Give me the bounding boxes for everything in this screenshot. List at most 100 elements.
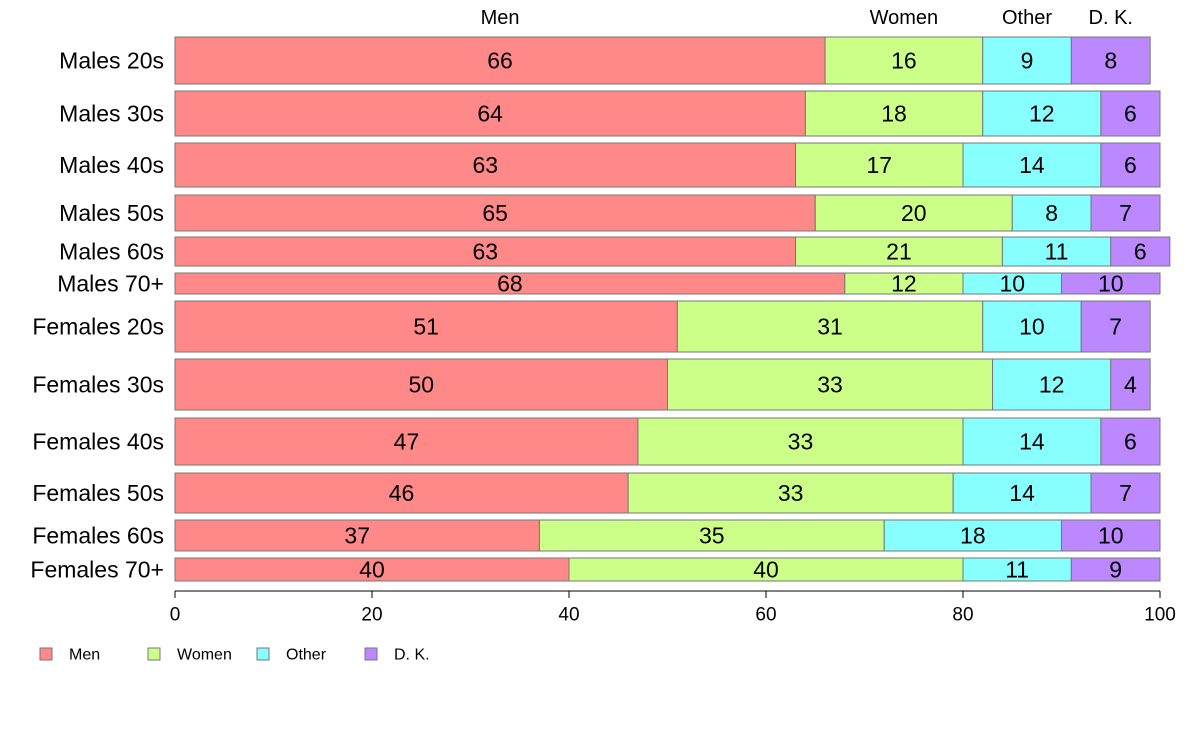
data-label-other-males-40s: 14 [1019,152,1045,178]
data-label-d-k-males-20s: 8 [1104,48,1117,74]
data-label-women-males-50s: 20 [901,200,927,226]
legend-swatch-men [39,647,53,661]
bar-d-k-males-50s [1090,194,1161,232]
bar-d-k-males-60s [1110,236,1171,267]
data-label-women-females-30s: 33 [817,372,843,398]
series-header-labels: Men Women Other D. K. [481,7,1133,29]
bars-group: 66 16 9 864 18 12 663 17 14 665 20 8 763 21 11 668 12 10 1… [174,36,1171,583]
x-axis: 0 20 40 60 80 100 [170,590,1176,626]
bar-men-females-60s [174,519,540,552]
data-label-men-males-70: 68 [497,271,523,297]
data-label-other-females-20s: 10 [1019,314,1045,340]
data-label-d-k-males-40s: 6 [1124,152,1137,178]
data-label-d-k-males-70: 10 [1098,271,1124,297]
bar-men-males-50s [174,194,816,232]
series-header-men: Men [481,7,520,29]
data-label-men-males-60s: 63 [472,239,498,265]
data-label-other-females-70: 11 [1005,557,1029,583]
data-label-other-males-50s: 8 [1045,200,1058,226]
category-label-males-60s: Males 60s [59,239,164,265]
bar-women-females-60s [538,519,885,552]
bar-men-males-20s [174,36,826,85]
data-label-men-females-30s: 50 [408,372,434,398]
category-label-females-30s: Females 30s [32,372,164,398]
x-tick-label-20: 20 [361,605,382,626]
data-label-d-k-males-30s: 6 [1124,101,1137,127]
legend-label-d-k: D. K. [394,647,430,664]
data-label-other-males-20s: 9 [1021,48,1034,74]
data-label-other-males-30s: 12 [1029,101,1055,127]
bar-men-females-40s [174,417,639,466]
category-label-males-50s: Males 50s [59,200,164,226]
bar-other-females-50s [952,472,1092,514]
bar-women-females-40s [637,417,964,466]
bar-men-females-50s [174,472,629,514]
x-tick-label-60: 60 [755,605,776,626]
data-label-men-males-50s: 65 [482,200,508,226]
category-label-males-40s: Males 40s [59,152,164,178]
data-label-women-females-70: 40 [753,557,779,583]
bar-d-k-males-40s [1100,142,1161,188]
data-label-men-males-40s: 63 [472,152,498,178]
bar-women-females-20s [676,300,984,353]
legend-label-other: Other [286,647,327,664]
legend-swatch-d-k [364,647,378,661]
data-label-women-males-20s: 16 [891,48,917,74]
category-label-males-30s: Males 30s [59,101,164,127]
category-label-males-70: Males 70+ [57,271,164,297]
category-label-males-20s: Males 20s [59,48,164,74]
category-label-females-70: Females 70+ [30,557,164,583]
bar-women-males-30s [804,90,984,137]
data-label-women-females-50s: 33 [778,480,804,506]
legend: Men Women Other D. K. [39,647,430,664]
bar-other-females-30s [992,358,1112,411]
data-label-other-males-70: 10 [999,271,1025,297]
category-label-females-50s: Females 50s [32,480,164,506]
data-label-men-males-30s: 64 [477,101,503,127]
data-label-other-females-40s: 14 [1019,429,1045,455]
bar-other-males-20s [982,36,1072,85]
bar-other-males-60s [1001,236,1112,267]
bar-men-males-40s [174,142,797,188]
category-label-females-60s: Females 60s [32,523,164,549]
category-label-females-40s: Females 40s [32,429,164,455]
bar-women-males-40s [795,142,964,188]
data-label-d-k-females-50s: 7 [1119,480,1132,506]
data-label-d-k-females-70: 9 [1109,557,1122,583]
data-label-men-females-20s: 51 [413,314,439,340]
data-label-women-females-20s: 31 [817,314,843,340]
bar-d-k-females-70 [1070,557,1161,582]
data-label-men-females-50s: 46 [389,480,415,506]
bar-men-males-60s [174,236,797,267]
bar-women-males-20s [824,36,984,85]
data-label-women-males-70: 12 [891,271,917,297]
bar-d-k-females-60s [1061,519,1161,552]
bar-d-k-females-30s [1110,358,1151,411]
data-label-other-females-30s: 12 [1039,372,1065,398]
x-tick-label-80: 80 [952,605,973,626]
data-label-d-k-females-60s: 10 [1098,523,1124,549]
data-label-other-females-60s: 18 [960,523,986,549]
bar-d-k-females-50s [1090,472,1161,514]
data-label-women-females-40s: 33 [788,429,814,455]
bar-other-females-40s [962,417,1102,466]
data-label-men-females-60s: 37 [344,523,370,549]
data-label-other-females-50s: 14 [1009,480,1035,506]
bar-women-males-50s [814,194,1013,232]
legend-label-men: Men [69,647,100,664]
bar-d-k-males-70 [1061,272,1161,295]
data-label-men-females-40s: 47 [394,429,420,455]
legend-swatch-women [147,647,161,661]
bar-women-females-30s [667,358,994,411]
series-header-d-k: D. K. [1089,7,1133,29]
legend-swatch-other [256,647,270,661]
data-label-men-females-70: 40 [359,557,385,583]
data-label-other-males-60s: 11 [1045,239,1069,265]
series-header-women: Women [870,7,939,29]
data-label-d-k-females-20s: 7 [1109,314,1122,340]
x-tick-label-0: 0 [170,605,181,626]
category-label-females-20s: Females 20s [32,314,164,340]
category-labels: Males 20s Males 30s Males 40s Males 50s Male… [30,48,164,583]
x-tick-label-100: 100 [1144,605,1176,626]
